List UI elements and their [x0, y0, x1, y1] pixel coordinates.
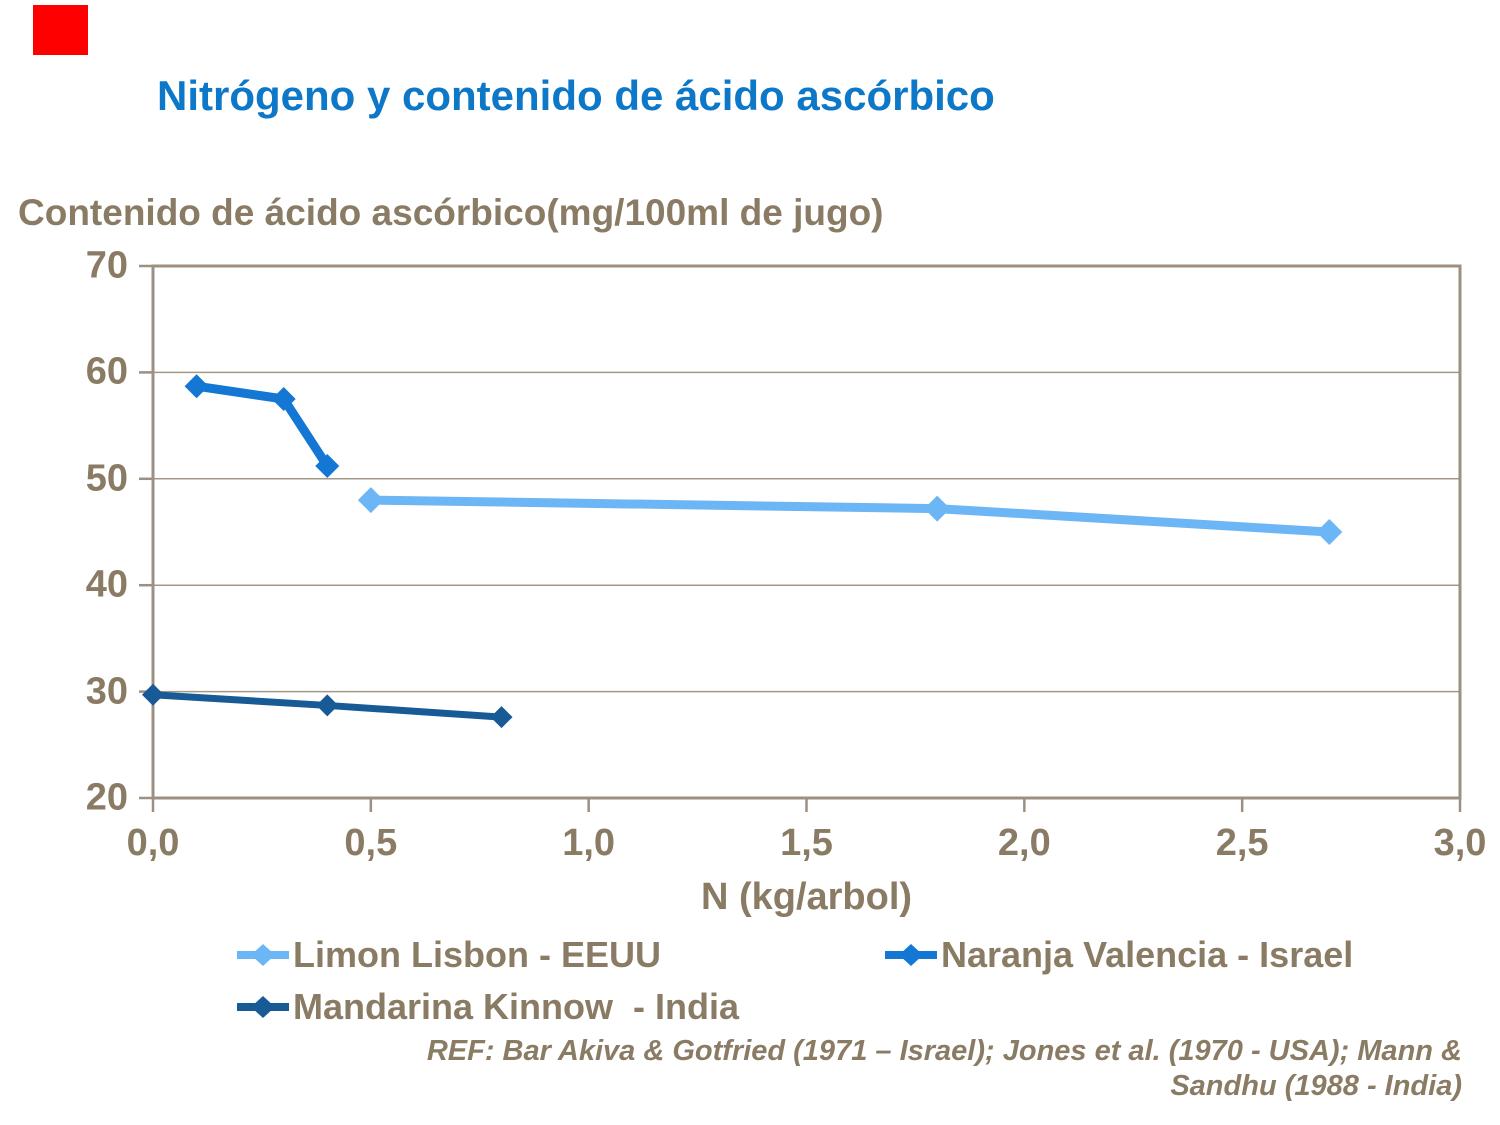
legend-marker-icon	[885, 944, 937, 966]
chart-title: Nitrógeno y contenido de ácido ascórbico	[157, 72, 995, 119]
y-tick-label: 20	[85, 776, 128, 819]
x-tick-label: 0,5	[344, 822, 398, 864]
y-tick-label: 50	[85, 457, 128, 500]
data-point-marker	[490, 706, 513, 729]
x-tick-label: 3,0	[1433, 822, 1487, 864]
legend-label: Limon Lisbon - EEUU	[293, 934, 661, 975]
series-line	[192, 381, 332, 471]
x-axis-title: N (kg/arbol)	[700, 876, 913, 918]
legend-marker-icon	[237, 944, 289, 966]
legend-label: Mandarina Kinnow - India	[293, 986, 740, 1027]
y-tick-label: 30	[85, 670, 128, 713]
y-tick-label: 60	[85, 350, 128, 393]
x-tick-label: 2,0	[997, 822, 1051, 864]
x-tick-label: 1,5	[780, 822, 833, 864]
data-point-marker	[357, 487, 384, 514]
legend-marker-icon	[237, 996, 289, 1018]
data-point-marker	[142, 683, 164, 706]
x-tick-label: 1,0	[562, 822, 616, 864]
x-tick-label: 0,0	[126, 822, 180, 864]
data-point-marker	[1316, 519, 1343, 545]
reference-note: REF: Bar Akiva & Gotfried (1971 – Israel…	[250, 1034, 1462, 1105]
y-tick-label: 40	[85, 563, 128, 606]
reference-line-2: Sandhu (1988 - India)	[1170, 1070, 1462, 1103]
data-point-marker	[184, 374, 209, 399]
y-axis-title: Contenido de ácido ascórbico(mg/100ml de…	[18, 192, 884, 233]
series-line	[366, 495, 1334, 537]
legend-item: Naranja Valencia - Israel	[885, 933, 1353, 977]
red-corner-mark	[33, 5, 88, 55]
data-point-marker	[924, 495, 951, 522]
reference-line-1: REF: Bar Akiva & Gotfried (1971 – Israel…	[426, 1035, 1462, 1067]
y-tick-label: 70	[85, 244, 128, 287]
legend-label: Naranja Valencia - Israel	[941, 934, 1354, 975]
legend-item: Limon Lisbon - EEUU	[237, 933, 661, 977]
x-tick-label: 2,5	[1215, 822, 1269, 864]
data-point-marker	[315, 454, 340, 479]
data-point-marker	[316, 694, 339, 717]
plot-area	[139, 264, 1462, 812]
data-point-marker	[271, 387, 296, 411]
legend-item: Mandarina Kinnow - India	[237, 985, 739, 1029]
chart-canvas	[139, 264, 1462, 812]
